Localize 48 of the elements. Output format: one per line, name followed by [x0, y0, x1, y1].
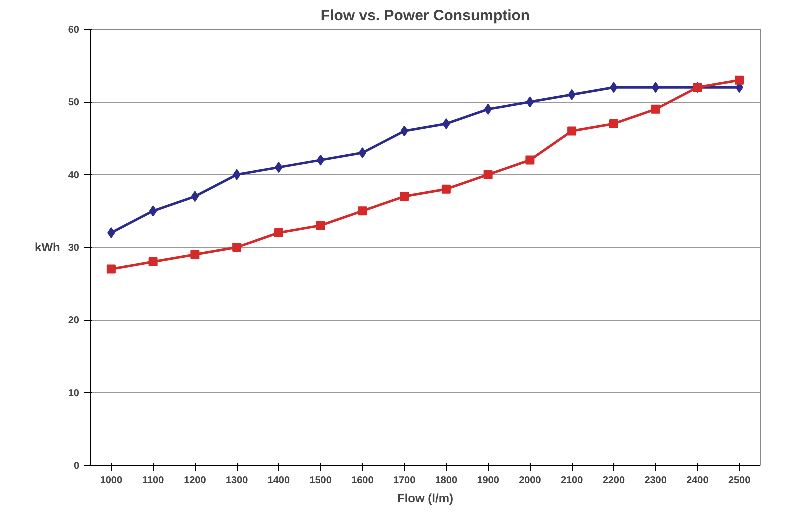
- x-axis-title: Flow (l/m): [398, 492, 454, 506]
- x-tick-label: 1000: [100, 476, 123, 486]
- x-tick-label: 1100: [142, 476, 165, 486]
- point: [316, 221, 326, 230]
- y-tick-label: 20: [68, 316, 80, 327]
- point: [148, 258, 158, 267]
- point: [400, 192, 410, 202]
- point: [106, 264, 116, 274]
- x-tick-label: 1200: [184, 476, 207, 486]
- point: [526, 156, 535, 165]
- y-tick-label: 10: [68, 388, 80, 400]
- y-tick-label: 40: [68, 170, 80, 182]
- point: [735, 76, 744, 85]
- point: [526, 96, 534, 108]
- x-tick-label: 1300: [226, 476, 249, 486]
- point: [442, 184, 451, 194]
- x-tick-label: 1900: [477, 476, 500, 486]
- x-tick-label: 2400: [686, 476, 710, 486]
- point: [652, 82, 660, 94]
- x-tick-label: 1800: [435, 476, 458, 486]
- x-tick-label: 2000: [519, 476, 542, 486]
- y-tick-label: 0: [74, 461, 80, 472]
- x-tick-label: 1400: [268, 476, 290, 486]
- point: [316, 154, 325, 166]
- y-tick-label: 50: [68, 98, 80, 109]
- point: [358, 148, 367, 159]
- point: [484, 104, 492, 115]
- point: [609, 119, 618, 128]
- point: [274, 228, 284, 238]
- x-tick-label: 2100: [560, 476, 584, 486]
- point: [651, 104, 660, 114]
- x-tick-label: 1500: [310, 476, 332, 486]
- y-axis-title: kWh: [35, 240, 60, 254]
- x-tick-label: 1700: [393, 476, 416, 486]
- x-tick-label: 2500: [728, 476, 752, 486]
- y-tick-label: 30: [68, 243, 80, 254]
- point: [568, 126, 577, 136]
- point: [191, 191, 200, 202]
- x-tick-label: 2200: [602, 476, 626, 486]
- y-tick-label: 60: [68, 25, 80, 36]
- point: [232, 243, 242, 252]
- point: [484, 170, 493, 180]
- point: [358, 206, 368, 216]
- chart-title: Flow vs. Power Consumption: [320, 8, 530, 24]
- x-tick-label: 2300: [644, 476, 668, 486]
- point: [149, 206, 158, 217]
- point: [190, 250, 200, 260]
- x-tick-label: 1600: [352, 476, 374, 486]
